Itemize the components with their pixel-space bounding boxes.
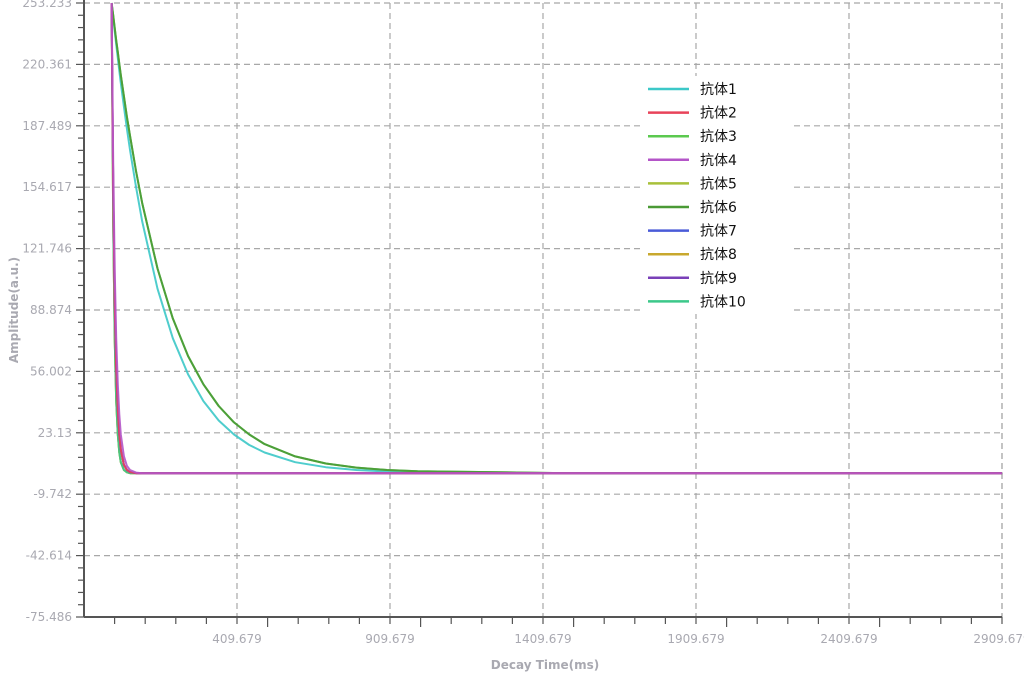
series-line-9 xyxy=(110,2,1003,475)
legend-label-8: 抗体8 xyxy=(700,247,737,263)
legend-label-2: 抗体2 xyxy=(700,106,737,122)
series-line-4 xyxy=(110,2,1003,475)
x-tick-label: 2409.679 xyxy=(820,632,877,646)
y-tick-label: 154.617 xyxy=(22,180,72,194)
series-line-10 xyxy=(110,2,1003,475)
y-tick-label: 187.489 xyxy=(22,119,72,133)
x-tick-label: 409.679 xyxy=(212,632,262,646)
y-tick-label: 88.874 xyxy=(30,303,72,317)
legend-label-6: 抗体6 xyxy=(700,200,737,216)
legend-label-9: 抗体9 xyxy=(700,271,737,287)
y-axis-title: Amplitude(a.u.) xyxy=(7,257,21,363)
series-line-8 xyxy=(110,2,1003,475)
x-tick-label: 1409.679 xyxy=(514,632,571,646)
y-tick-label: 121.746 xyxy=(22,242,72,256)
grid xyxy=(84,2,1003,618)
y-tick-label: -9.742 xyxy=(33,487,72,501)
series-line-3 xyxy=(110,2,1003,475)
legend-label-5: 抗体5 xyxy=(700,176,737,192)
legend-label-3: 抗体3 xyxy=(700,129,737,145)
axes: 253.233 220.361 187.489 154.617 121.746 88.87… xyxy=(22,0,1024,646)
y-tick-label: 23.13 xyxy=(38,426,72,440)
legend-label-10: 抗体10 xyxy=(700,294,746,310)
x-axis-title: Decay Time(ms) xyxy=(491,658,600,672)
series-line-5 xyxy=(110,2,1003,475)
legend-label-4: 抗体4 xyxy=(700,153,737,169)
series-lines xyxy=(110,2,1003,475)
x-tick-label: 1909.679 xyxy=(667,632,724,646)
x-tick-label: 2909.679 xyxy=(973,632,1024,646)
legend: 抗体1 抗体2 抗体3 抗体4 抗体5 抗体6 抗体7 抗体8 抗体9 抗体10 xyxy=(640,76,790,314)
legend-background xyxy=(640,76,790,314)
y-tick-label: -75.486 xyxy=(26,610,72,624)
y-tick-label: 220.361 xyxy=(22,57,72,71)
x-tick-label: 909.679 xyxy=(365,632,415,646)
series-line-1 xyxy=(110,2,1003,475)
legend-label-7: 抗体7 xyxy=(700,224,737,240)
series-line-7 xyxy=(110,2,1003,475)
legend-label-1: 抗体1 xyxy=(700,82,737,98)
y-tick-label: -42.614 xyxy=(26,549,72,563)
y-tick-label: 56.002 xyxy=(30,364,72,378)
series-line-2 xyxy=(110,2,1003,475)
y-tick-label: 253.233 xyxy=(22,0,72,10)
series-line-6 xyxy=(110,2,1003,475)
